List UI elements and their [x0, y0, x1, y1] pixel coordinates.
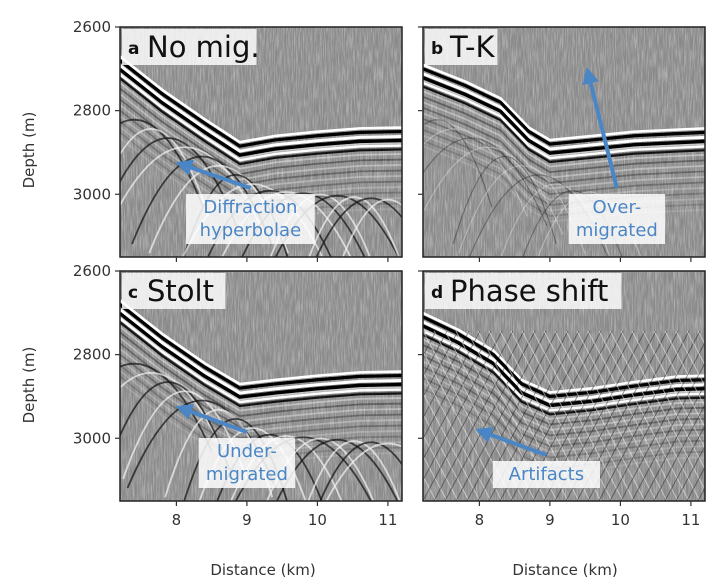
y-tick-label: 3000 — [73, 429, 111, 447]
panel-title-text: Stolt — [147, 274, 214, 308]
reflector-line — [423, 67, 705, 146]
axis-labels: Depth (m) Depth (m) Distance (km) Distan… — [20, 112, 618, 579]
x-tick-label: 9 — [242, 511, 252, 529]
panel-group: 2600 2800 3000 a No mig. Diffractionhyperbola… — [73, 18, 706, 529]
panel-letter: a — [128, 39, 139, 59]
annotation-text: migrated — [206, 464, 288, 485]
reflector-line — [423, 320, 705, 403]
y-tick-label: 3000 — [73, 185, 111, 203]
reflector-line — [423, 63, 705, 142]
x-tick-label: 10 — [611, 511, 630, 529]
y-tick-label: 2600 — [73, 18, 111, 36]
panel-letter: d — [431, 283, 443, 303]
reflector-line — [120, 73, 402, 162]
panel-frame — [422, 26, 706, 258]
annotation: Artifacts — [475, 426, 600, 488]
reflector-line — [120, 312, 402, 399]
annotation-text: hyperbolae — [200, 220, 302, 241]
annotation-text: Under- — [217, 441, 277, 462]
panel-d: 8 9 10 11 d Phase shift Artifacts — [418, 270, 706, 529]
reflector-line — [423, 315, 705, 399]
y-tick-label: 2600 — [73, 262, 111, 280]
y-tick-label: 2800 — [73, 102, 111, 120]
reflector-line — [120, 321, 402, 408]
annotation-arrow — [582, 66, 619, 189]
seismic-image — [120, 271, 402, 501]
annotation-text: migrated — [576, 220, 658, 241]
x-tick-label: 10 — [308, 511, 327, 529]
reflector-line — [423, 334, 705, 416]
x-tick-label: 11 — [378, 511, 397, 529]
panel-letter: c — [128, 283, 138, 303]
reflector-line — [423, 72, 705, 151]
panel-frame — [422, 270, 706, 502]
reflector-line — [120, 59, 402, 148]
annotation-arrow — [475, 426, 548, 457]
panel-title: c Stolt — [122, 273, 226, 309]
panel-title-text: Phase shift — [450, 274, 608, 308]
panel-a: 2600 2800 3000 a No mig. Diffractionhyperbola… — [73, 18, 403, 262]
x-tick-label: 9 — [545, 511, 555, 529]
reflector-line — [120, 303, 402, 390]
panel-title-text: No mig. — [147, 30, 260, 64]
y-tick-label: 2800 — [73, 346, 111, 364]
y-axis-label: Depth (m) — [20, 112, 38, 189]
panel-letter: b — [431, 39, 443, 59]
panel-frame — [119, 270, 403, 502]
panel-frame — [119, 26, 403, 258]
annotation-text: Diffraction — [203, 197, 297, 218]
panel-title-text: T-K — [449, 30, 496, 64]
annotation: Over-migrated — [568, 66, 666, 244]
reflector-line — [423, 76, 705, 155]
reflector-line — [120, 55, 402, 144]
reflector-line — [120, 317, 402, 404]
reflector-line — [423, 85, 705, 164]
annotation-arrow — [175, 159, 252, 190]
reflector-line — [120, 77, 402, 166]
reflector-line — [120, 64, 402, 153]
reflector-line — [120, 68, 402, 157]
annotation: Under-migrated — [175, 403, 296, 488]
y-axis-label: Depth (m) — [20, 347, 38, 424]
reflector-line — [423, 329, 705, 412]
panel-title: b T-K — [425, 29, 498, 65]
annotation-text: Over- — [593, 197, 642, 218]
panel-b: b T-K Over-migrated — [418, 26, 706, 262]
seismic-image — [423, 271, 705, 501]
annotation-arrow — [175, 403, 248, 434]
x-axis-label: Distance (km) — [512, 561, 617, 579]
x-tick-label: 8 — [475, 511, 485, 529]
reflector-line — [120, 299, 402, 386]
x-axis-label: Distance (km) — [210, 561, 315, 579]
panel-c: 8 9 10 11 2600 2800 3000 c Stolt Under-migrated — [73, 262, 403, 529]
reflector-line — [423, 81, 705, 160]
panel-title: a No mig. — [122, 29, 260, 65]
reflector-line — [120, 308, 402, 395]
x-tick-label: 11 — [681, 511, 700, 529]
panel-title: d Phase shift — [425, 273, 622, 309]
seismic-image — [120, 27, 402, 257]
x-tick-label: 8 — [172, 511, 182, 529]
annotation-text: Artifacts — [509, 464, 584, 485]
